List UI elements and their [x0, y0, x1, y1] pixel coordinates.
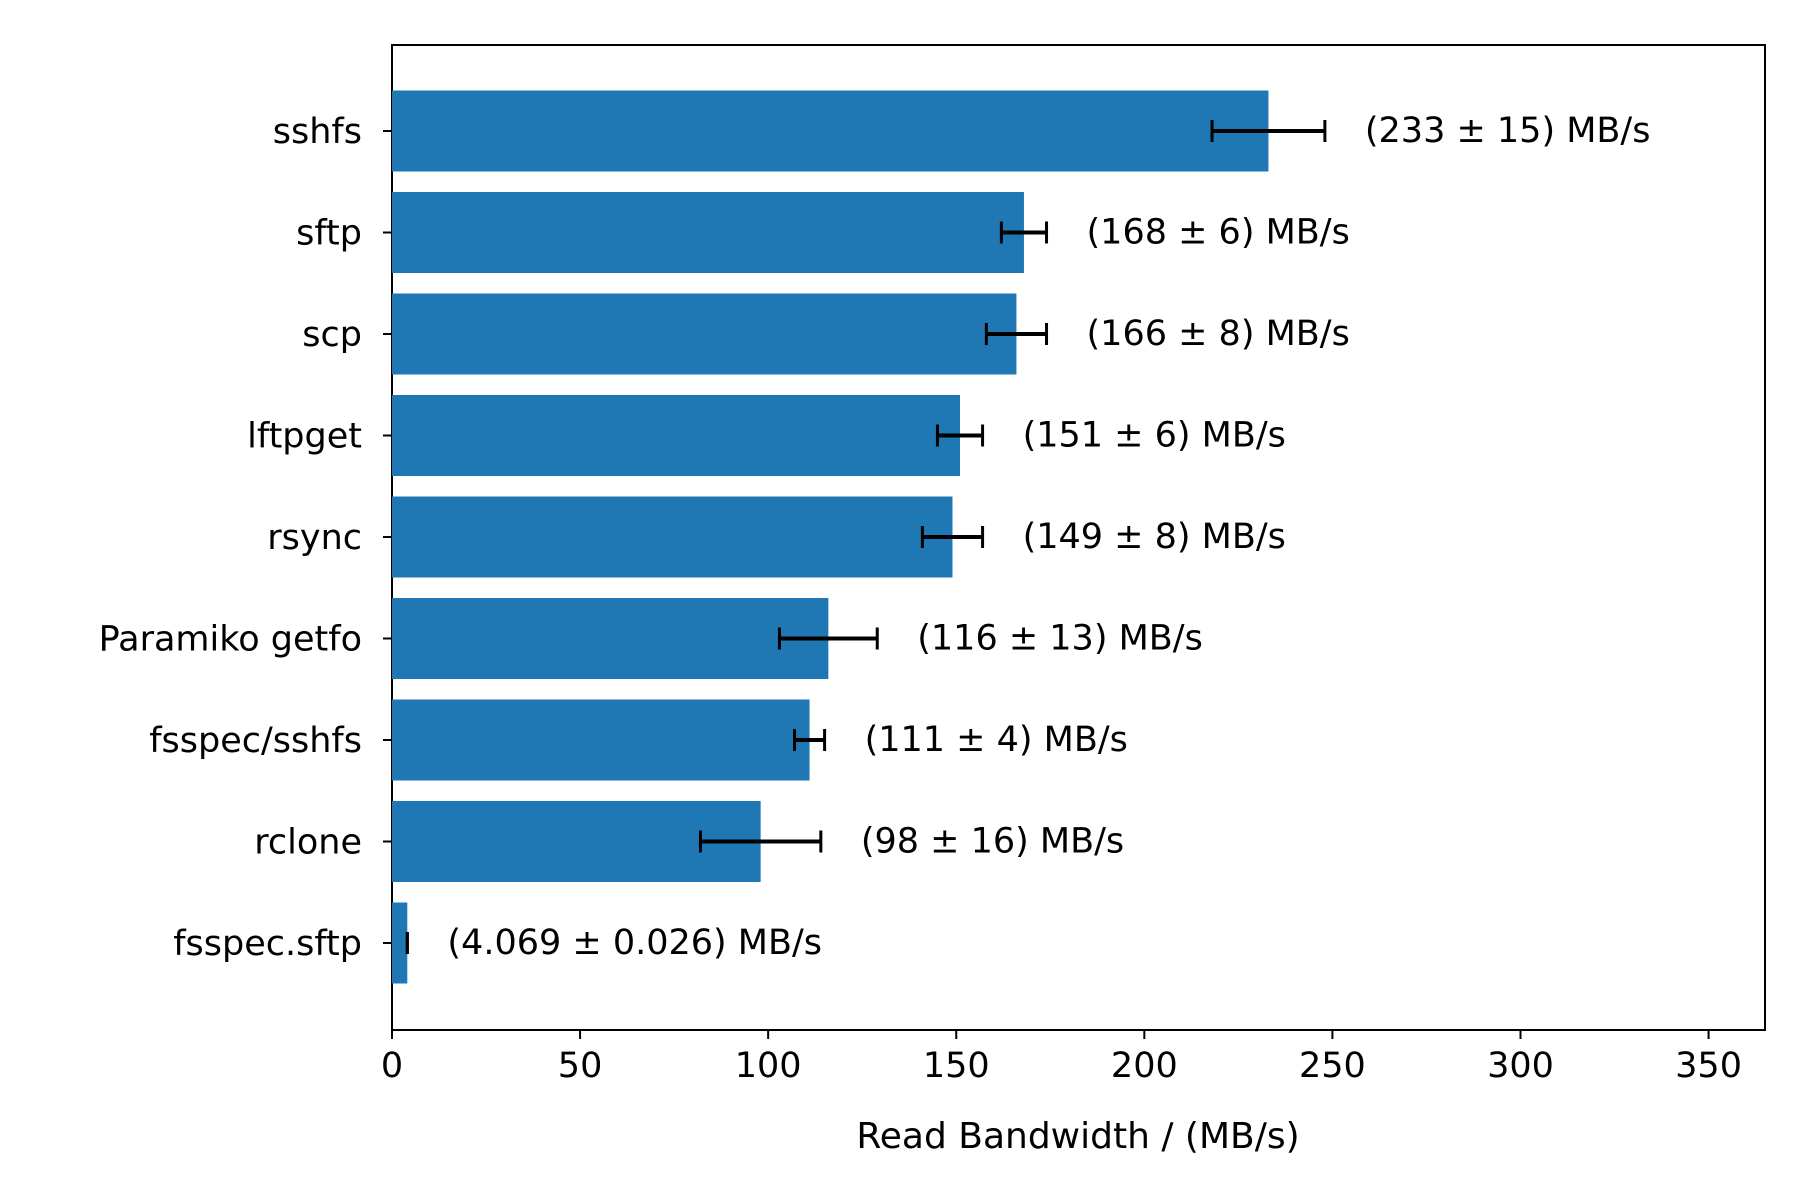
bar-5 [392, 598, 828, 679]
bar-2 [392, 294, 1016, 375]
bar-3 [392, 395, 960, 476]
y-tick-label-0: sshfs [273, 112, 362, 152]
bar-4 [392, 497, 952, 578]
data-label-4: (149 ± 8) MB/s [1023, 517, 1286, 557]
y-tick-label-4: rsync [267, 518, 362, 558]
y-tick-label-7: rclone [254, 823, 362, 863]
x-tick-label-5: 250 [1299, 1046, 1366, 1086]
y-tick-label-8: fsspec.sftp [173, 924, 362, 964]
data-label-7: (98 ± 16) MB/s [861, 822, 1124, 862]
data-label-5: (116 ± 13) MB/s [917, 619, 1203, 659]
data-label-8: (4.069 ± 0.026) MB/s [447, 923, 822, 963]
y-tick-label-6: fsspec/sshfs [149, 721, 362, 761]
x-axis: 0 50 100 150 200 250 300 350 [381, 1030, 1742, 1086]
y-tick-label-3: lftpget [247, 417, 362, 457]
x-tick-label-6: 300 [1487, 1046, 1554, 1086]
y-axis: sshfs sftp scp lftpget rsync Paramiko getfo fs… [99, 112, 392, 964]
data-label-6: (111 ± 4) MB/s [865, 720, 1128, 760]
y-tick-label-5: Paramiko getfo [99, 620, 362, 660]
bar-1 [392, 192, 1024, 273]
y-tick-label-1: sftp [296, 214, 362, 254]
bar-6 [392, 700, 810, 781]
data-label-2: (166 ± 8) MB/s [1087, 314, 1350, 354]
y-tick-label-2: scp [302, 315, 362, 355]
x-tick-label-2: 100 [735, 1046, 802, 1086]
x-axis-label: Read Bandwidth / (MB/s) [856, 1116, 1299, 1157]
data-label-1: (168 ± 6) MB/s [1087, 213, 1350, 253]
x-tick-label-7: 350 [1675, 1046, 1742, 1086]
data-label-3: (151 ± 6) MB/s [1023, 416, 1286, 456]
x-tick-label-3: 150 [923, 1046, 990, 1086]
x-tick-label-0: 0 [381, 1046, 403, 1086]
x-tick-label-1: 50 [558, 1046, 603, 1086]
bar-8 [392, 903, 407, 984]
x-tick-label-4: 200 [1111, 1046, 1178, 1086]
bar-0 [392, 91, 1268, 172]
data-label-0: (233 ± 15) MB/s [1365, 111, 1651, 151]
